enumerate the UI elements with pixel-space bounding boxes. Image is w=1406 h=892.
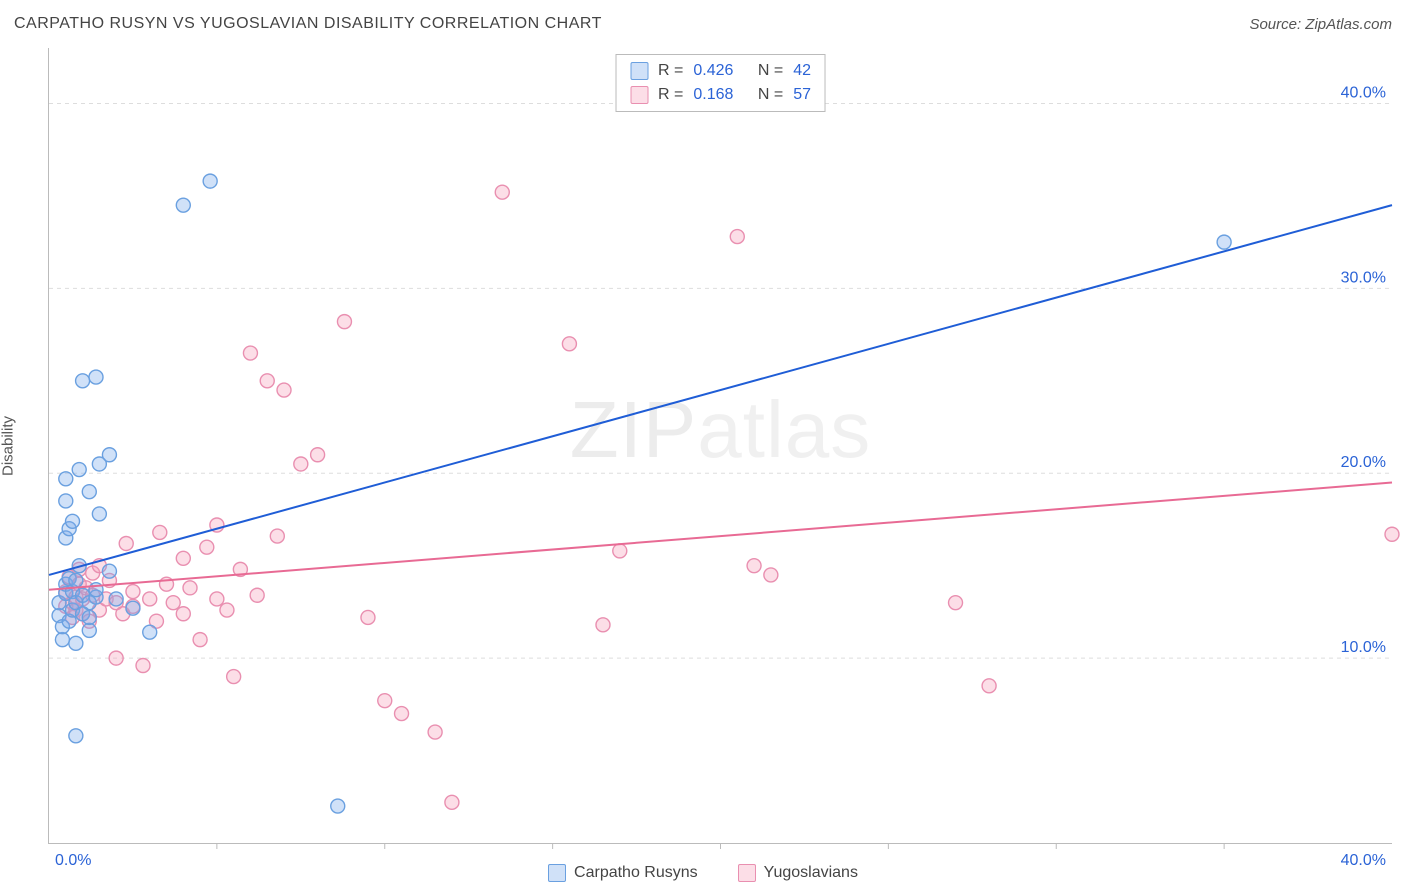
scatter-point-yugoslavian bbox=[982, 679, 996, 693]
scatter-point-carpatho bbox=[102, 448, 116, 462]
scatter-point-carpatho bbox=[76, 374, 90, 388]
scatter-point-carpatho bbox=[109, 592, 123, 606]
scatter-point-yugoslavian bbox=[227, 670, 241, 684]
scatter-point-yugoslavian bbox=[200, 540, 214, 554]
scatter-point-yugoslavian bbox=[243, 346, 257, 360]
stats-row-yugoslavian: R = 0.168 N = 57 bbox=[630, 83, 811, 107]
scatter-point-carpatho bbox=[143, 625, 157, 639]
y-axis-label: Disability bbox=[0, 416, 17, 476]
source-attribution: Source: ZipAtlas.com bbox=[1249, 16, 1392, 33]
scatter-point-carpatho bbox=[66, 514, 80, 528]
scatter-plot-svg: 10.0%20.0%30.0%40.0%0.0%40.0% bbox=[49, 48, 1392, 843]
scatter-point-yugoslavian bbox=[378, 694, 392, 708]
scatter-point-yugoslavian bbox=[445, 795, 459, 809]
scatter-point-yugoslavian bbox=[260, 374, 274, 388]
r-value-yugoslavian: 0.168 bbox=[693, 83, 733, 107]
scatter-point-carpatho bbox=[59, 472, 73, 486]
scatter-point-yugoslavian bbox=[730, 230, 744, 244]
scatter-point-carpatho bbox=[59, 494, 73, 508]
legend-label-carpatho: Carpatho Rusyns bbox=[574, 864, 698, 882]
scatter-point-carpatho bbox=[82, 485, 96, 499]
legend-label-yugoslavian: Yugoslavians bbox=[764, 864, 858, 882]
scatter-point-yugoslavian bbox=[361, 610, 375, 624]
bottom-legend: Carpatho Rusyns Yugoslavians bbox=[0, 864, 1406, 882]
legend-swatch-yugoslavian-icon bbox=[738, 864, 756, 882]
plot-area: ZIPatlas R = 0.426 N = 42 R = 0.168 N = … bbox=[48, 48, 1392, 844]
stats-legend-box: R = 0.426 N = 42 R = 0.168 N = 57 bbox=[615, 54, 826, 112]
scatter-point-yugoslavian bbox=[294, 457, 308, 471]
scatter-point-yugoslavian bbox=[176, 551, 190, 565]
regression-line-yugoslavian bbox=[49, 482, 1392, 589]
scatter-point-carpatho bbox=[82, 623, 96, 637]
scatter-point-yugoslavian bbox=[270, 529, 284, 543]
scatter-point-yugoslavian bbox=[277, 383, 291, 397]
scatter-point-carpatho bbox=[331, 799, 345, 813]
scatter-point-yugoslavian bbox=[596, 618, 610, 632]
scatter-point-carpatho bbox=[72, 463, 86, 477]
scatter-point-yugoslavian bbox=[126, 585, 140, 599]
scatter-point-carpatho bbox=[1217, 235, 1231, 249]
scatter-point-yugoslavian bbox=[109, 651, 123, 665]
scatter-point-yugoslavian bbox=[428, 725, 442, 739]
scatter-point-carpatho bbox=[176, 198, 190, 212]
scatter-point-yugoslavian bbox=[119, 536, 133, 550]
chart-title: CARPATHO RUSYN VS YUGOSLAVIAN DISABILITY… bbox=[14, 15, 602, 33]
stats-row-carpatho: R = 0.426 N = 42 bbox=[630, 59, 811, 83]
scatter-point-yugoslavian bbox=[395, 707, 409, 721]
scatter-point-yugoslavian bbox=[193, 633, 207, 647]
scatter-point-carpatho bbox=[102, 564, 116, 578]
scatter-point-yugoslavian bbox=[250, 588, 264, 602]
n-label: N = bbox=[758, 83, 783, 107]
r-label: R = bbox=[658, 59, 683, 83]
scatter-point-carpatho bbox=[203, 174, 217, 188]
scatter-point-yugoslavian bbox=[747, 559, 761, 573]
scatter-point-carpatho bbox=[89, 370, 103, 384]
scatter-point-yugoslavian bbox=[337, 315, 351, 329]
scatter-point-carpatho bbox=[69, 636, 83, 650]
legend-item-yugoslavian: Yugoslavians bbox=[738, 864, 858, 882]
scatter-point-yugoslavian bbox=[311, 448, 325, 462]
scatter-point-yugoslavian bbox=[1385, 527, 1399, 541]
scatter-point-yugoslavian bbox=[562, 337, 576, 351]
scatter-point-yugoslavian bbox=[136, 659, 150, 673]
legend-swatch-carpatho-icon bbox=[548, 864, 566, 882]
scatter-point-yugoslavian bbox=[764, 568, 778, 582]
n-value-yugoslavian: 57 bbox=[793, 83, 811, 107]
scatter-point-carpatho bbox=[69, 573, 83, 587]
n-label: N = bbox=[758, 59, 783, 83]
n-value-carpatho: 42 bbox=[793, 59, 811, 83]
y-tick-label: 30.0% bbox=[1341, 269, 1386, 286]
scatter-point-yugoslavian bbox=[176, 607, 190, 621]
scatter-point-yugoslavian bbox=[183, 581, 197, 595]
y-tick-label: 20.0% bbox=[1341, 454, 1386, 471]
scatter-point-yugoslavian bbox=[495, 185, 509, 199]
y-tick-label: 40.0% bbox=[1341, 84, 1386, 101]
r-label: R = bbox=[658, 83, 683, 107]
legend-swatch-yugoslavian bbox=[630, 86, 648, 104]
scatter-point-yugoslavian bbox=[210, 592, 224, 606]
y-tick-label: 10.0% bbox=[1341, 639, 1386, 656]
scatter-point-yugoslavian bbox=[166, 596, 180, 610]
legend-item-carpatho: Carpatho Rusyns bbox=[548, 864, 698, 882]
scatter-point-carpatho bbox=[92, 507, 106, 521]
regression-line-carpatho bbox=[49, 205, 1392, 575]
scatter-point-carpatho bbox=[82, 610, 96, 624]
legend-swatch-carpatho bbox=[630, 62, 648, 80]
scatter-point-carpatho bbox=[126, 601, 140, 615]
r-value-carpatho: 0.426 bbox=[693, 59, 733, 83]
scatter-point-yugoslavian bbox=[220, 603, 234, 617]
scatter-point-yugoslavian bbox=[613, 544, 627, 558]
scatter-point-yugoslavian bbox=[153, 525, 167, 539]
scatter-point-carpatho bbox=[69, 729, 83, 743]
scatter-point-yugoslavian bbox=[949, 596, 963, 610]
scatter-point-carpatho bbox=[55, 633, 69, 647]
scatter-point-yugoslavian bbox=[143, 592, 157, 606]
